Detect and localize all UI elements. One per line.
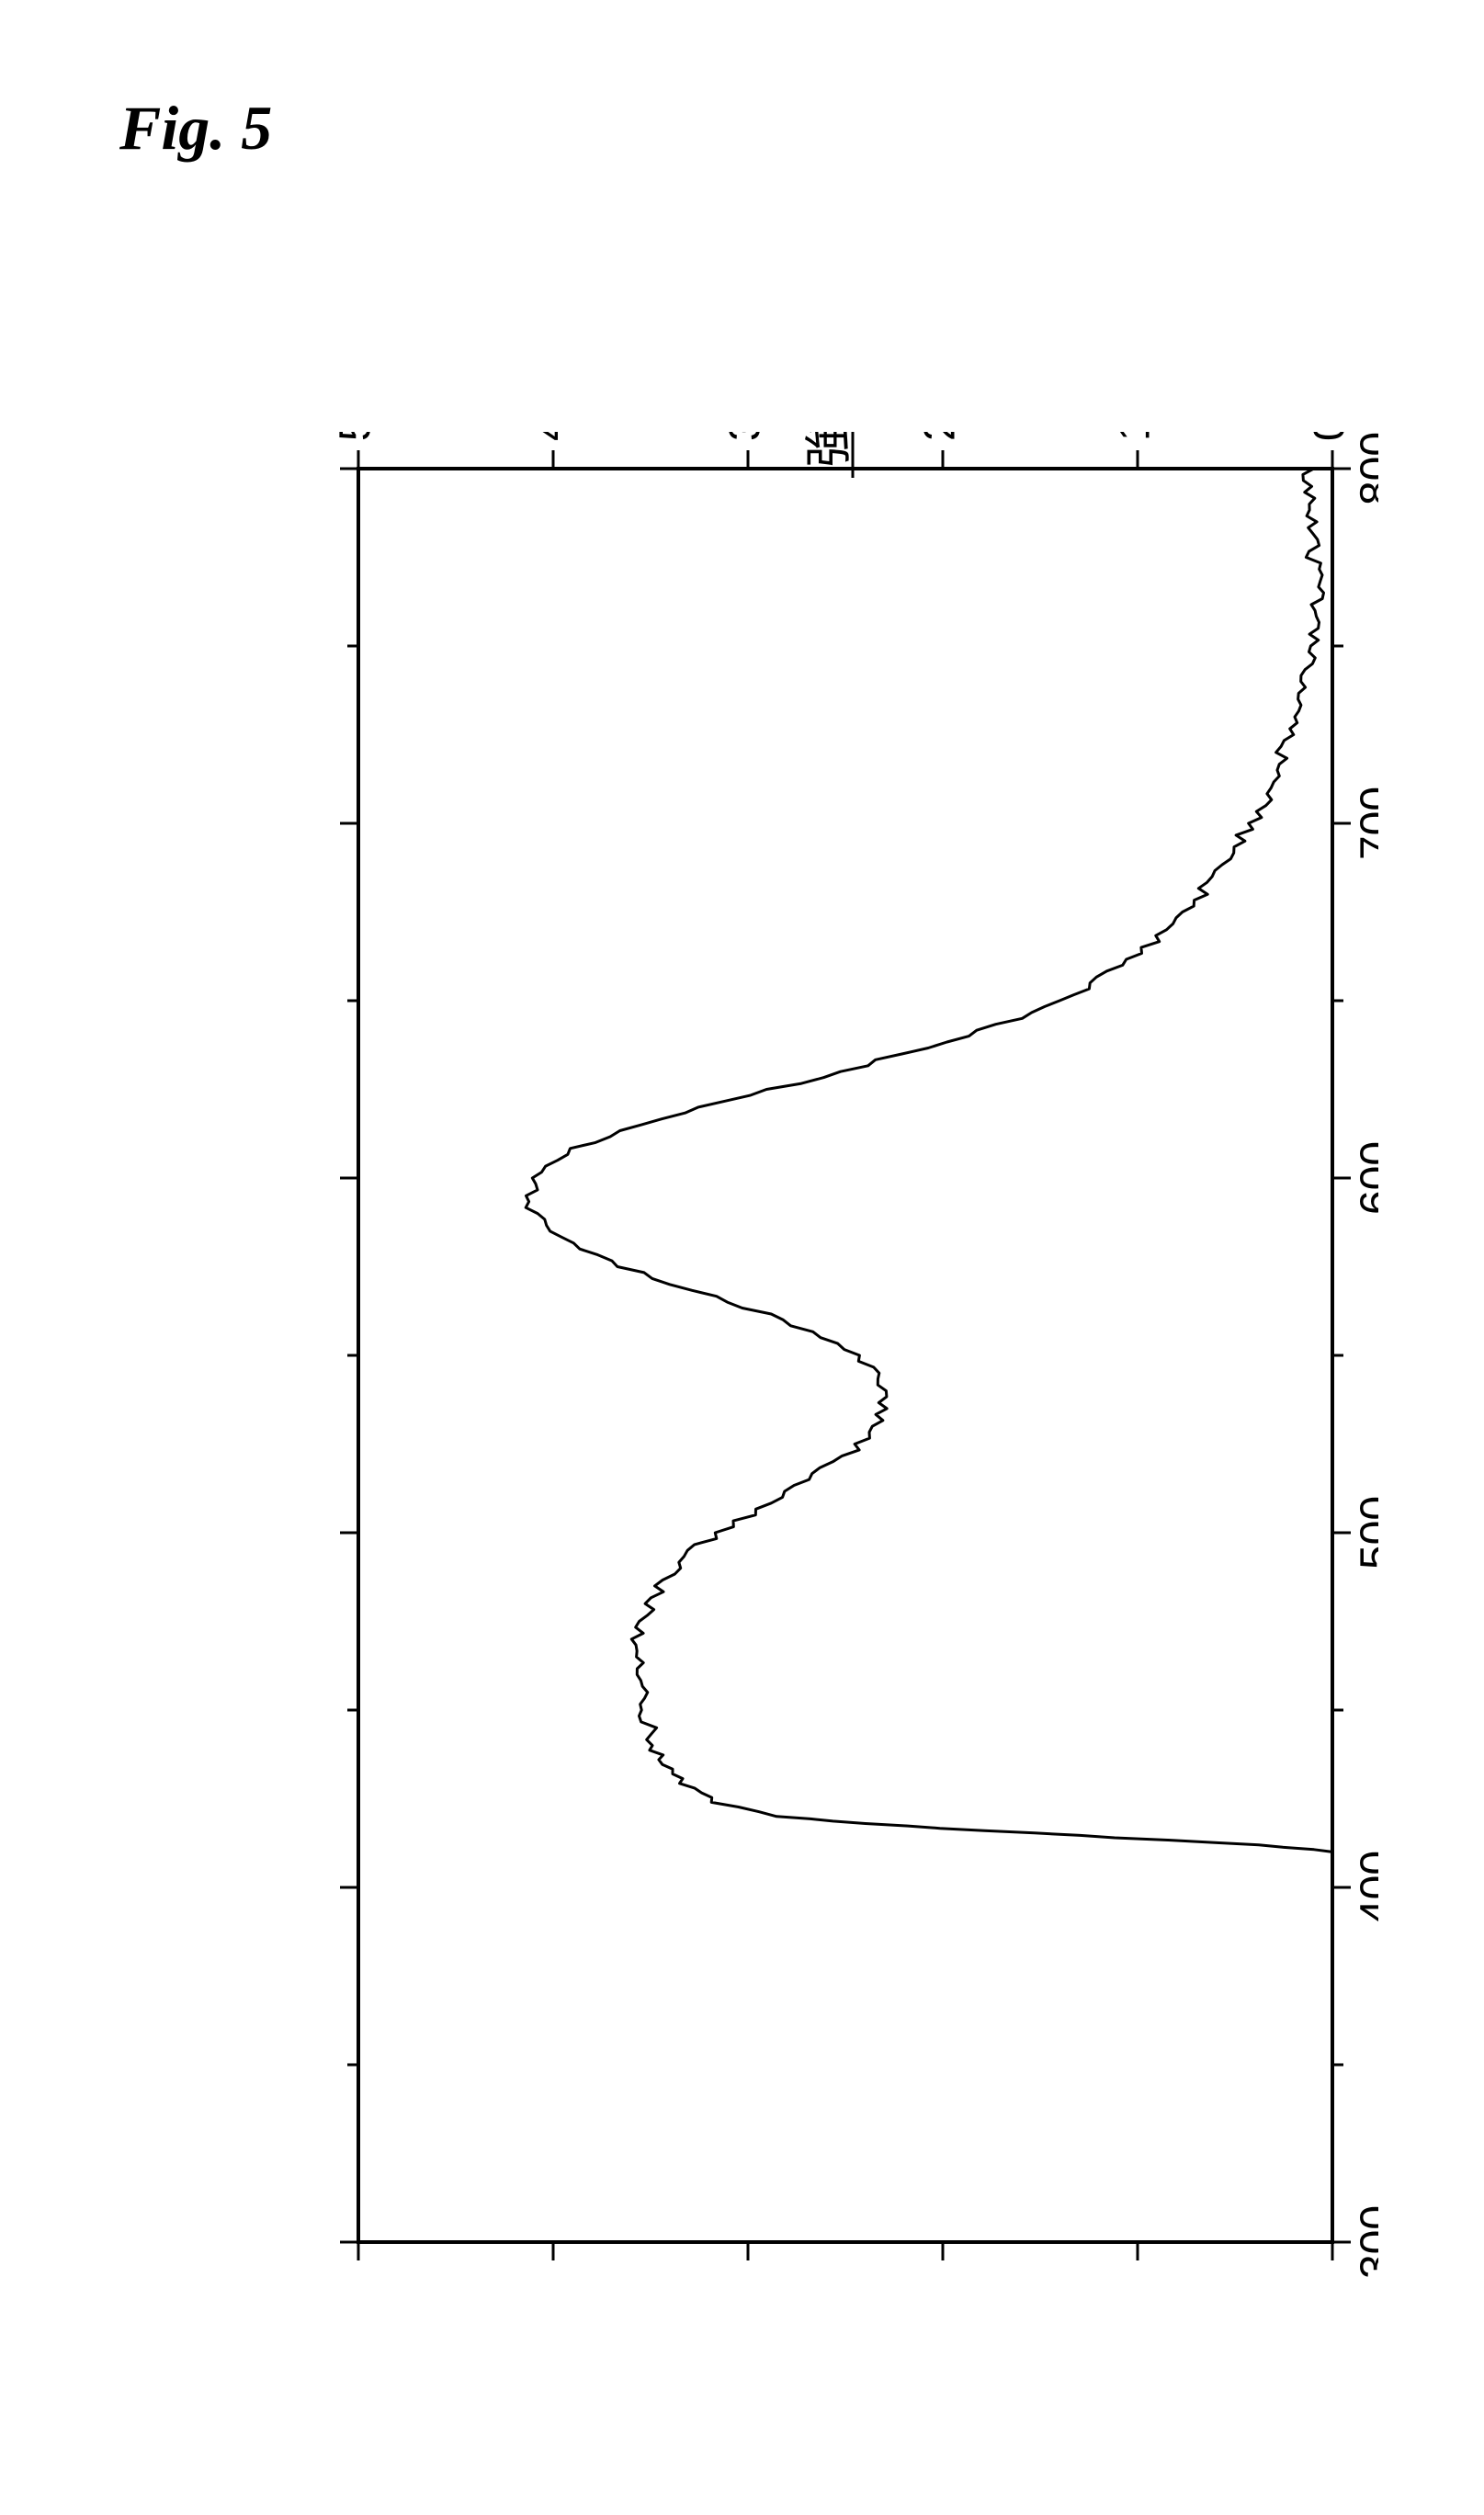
svg-text:500: 500: [1353, 1496, 1378, 1569]
svg-text:700: 700: [1353, 787, 1378, 860]
svg-text:3: 3: [721, 432, 770, 441]
svg-text:1: 1: [1111, 432, 1160, 441]
svg-text:300: 300: [1353, 2205, 1378, 2279]
spectrum-chart: 300400500600700800012345波長／nmWAVELENGTH強…: [138, 432, 1378, 2362]
chart-svg: 300400500600700800012345波長／nmWAVELENGTH強…: [138, 432, 1378, 2362]
svg-text:4: 4: [527, 432, 575, 441]
svg-text:600: 600: [1353, 1141, 1378, 1215]
svg-text:2: 2: [916, 432, 965, 441]
page: Fig. 5 300400500600700800012345波長／nmWAVE…: [0, 0, 1484, 2515]
figure-label: Fig. 5: [119, 92, 272, 164]
svg-text:0: 0: [1306, 432, 1354, 441]
svg-text:400: 400: [1353, 1851, 1378, 1924]
svg-text:強度／a. u.: 強度／a. u.: [803, 432, 856, 468]
svg-text:5: 5: [332, 432, 380, 441]
svg-text:800: 800: [1353, 432, 1378, 505]
